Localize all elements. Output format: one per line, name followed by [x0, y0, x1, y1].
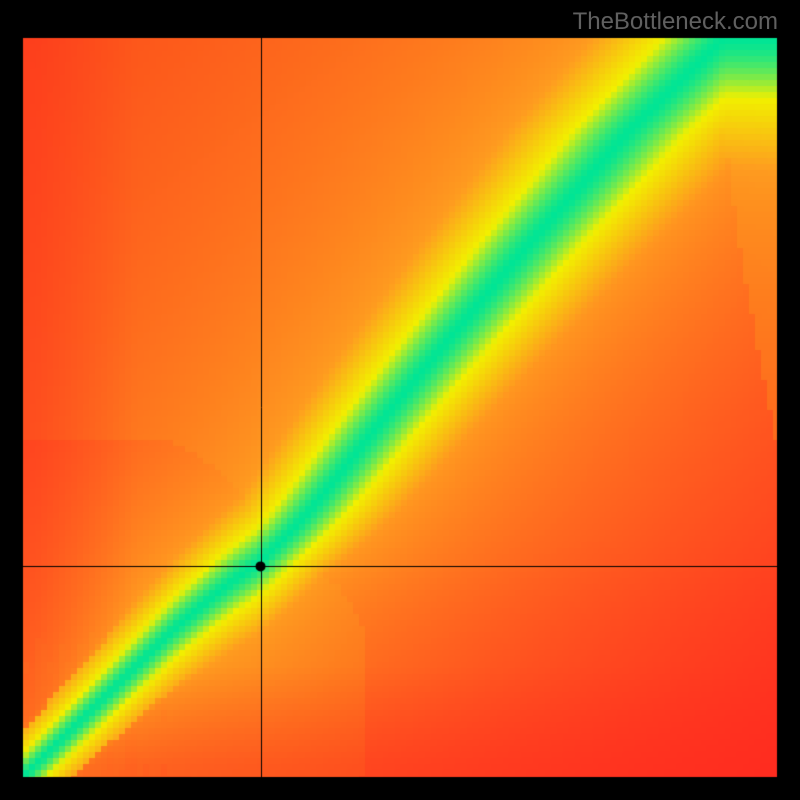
heatmap-canvas: [0, 0, 800, 800]
watermark-text: TheBottleneck.com: [573, 8, 778, 36]
chart-container: TheBottleneck.com: [0, 0, 800, 800]
